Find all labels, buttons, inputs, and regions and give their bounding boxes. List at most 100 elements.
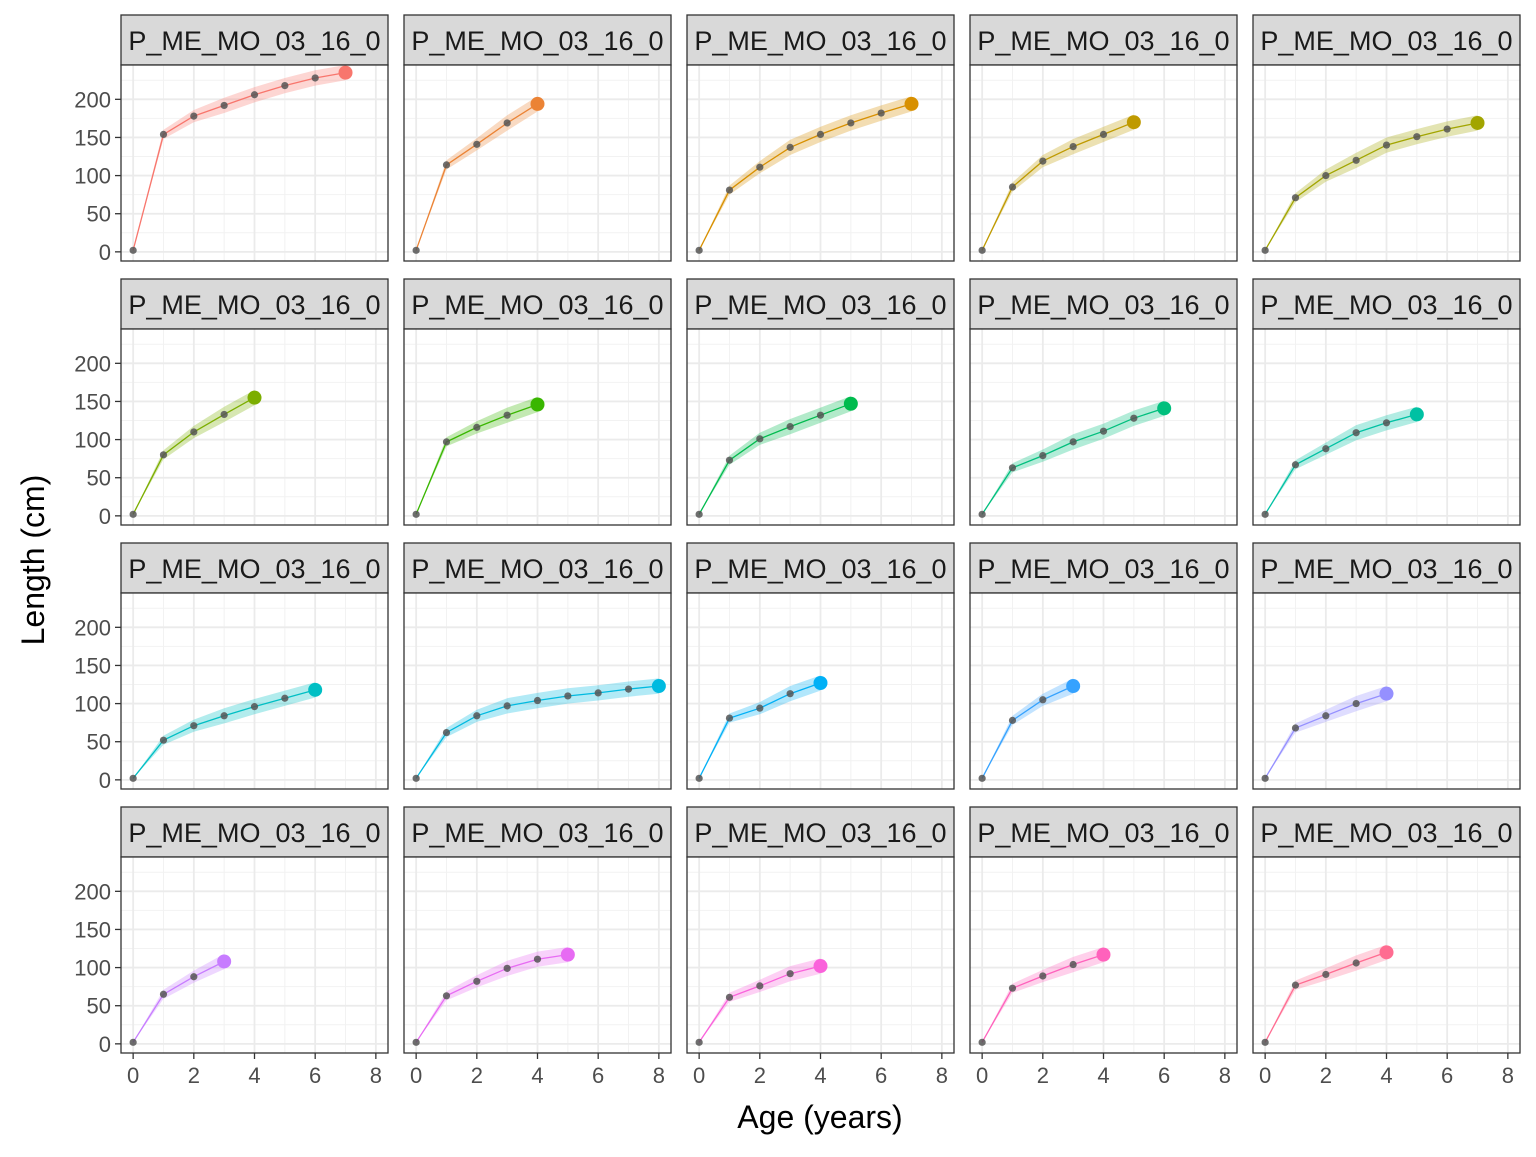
x-tick-label: 2: [754, 1063, 766, 1088]
y-tick-label: 50: [87, 994, 111, 1019]
facet-strip-label: P_ME_MO_03_16_0: [128, 818, 380, 848]
data-point: [250, 703, 259, 711]
series-line: [1264, 122, 1478, 251]
data-point: [1322, 970, 1330, 979]
data-point: [847, 119, 855, 127]
data-point: [1382, 419, 1391, 427]
x-axis-title: Age (years): [737, 1099, 902, 1135]
final-length-point: [1409, 407, 1424, 422]
final-length-point: [813, 959, 828, 974]
facet-strip-label: P_ME_MO_03_16_0: [128, 290, 380, 320]
final-length-point: [1066, 679, 1081, 694]
data-point: [1008, 183, 1017, 191]
confidence-ribbon: [699, 396, 851, 515]
data-point: [1352, 959, 1360, 967]
data-point: [503, 702, 511, 710]
data-point: [1069, 960, 1077, 969]
data-point: [816, 130, 825, 139]
data-point: [281, 81, 289, 90]
panel-border: [969, 592, 1238, 790]
data-point: [1261, 246, 1269, 254]
data-point: [1352, 429, 1360, 437]
facet-strip-label: P_ME_MO_03_16_0: [694, 290, 946, 320]
data-point: [786, 143, 794, 151]
final-length-point: [1096, 947, 1111, 962]
facet-strip: [120, 806, 389, 858]
final-length-point: [1126, 115, 1141, 130]
final-length-point: [1379, 945, 1394, 960]
data-point: [725, 456, 734, 464]
data-point: [786, 690, 794, 698]
x-tick-label: 4: [814, 1063, 826, 1088]
series-line: [698, 403, 852, 515]
facet-strip: [120, 542, 389, 594]
data-point: [725, 186, 734, 194]
facet-strip: [969, 14, 1238, 66]
facet-strip-label: P_ME_MO_03_16_0: [411, 26, 663, 56]
x-tick-label: 4: [531, 1063, 543, 1088]
facet-strip-label: P_ME_MO_03_16_0: [411, 290, 663, 320]
confidence-ribbon: [133, 65, 346, 251]
panel-border: [120, 328, 389, 526]
x-tick-label: 8: [1219, 1063, 1231, 1088]
data-point: [756, 163, 764, 171]
y-tick-label: 150: [74, 125, 111, 150]
data-point: [1261, 510, 1269, 518]
data-point: [311, 74, 319, 82]
final-length-point: [338, 65, 353, 80]
final-length-point: [813, 675, 828, 690]
confidence-ribbon: [133, 682, 316, 779]
y-tick-label: 100: [74, 164, 111, 189]
facet-panel: P_ME_MO_03_16_0 0 2 4 6 8: [686, 806, 955, 1088]
data-point: [190, 428, 198, 436]
data-point: [220, 410, 228, 419]
series-line: [132, 71, 346, 251]
data-point: [695, 774, 703, 782]
x-tick-label: 0: [410, 1063, 422, 1088]
x-tick-label: 2: [1320, 1063, 1332, 1088]
final-length-point: [247, 390, 262, 405]
facet-strip-label: P_ME_MO_03_16_0: [977, 26, 1229, 56]
y-tick-label: 150: [74, 653, 111, 678]
y-tick-label: 50: [87, 202, 111, 227]
data-point: [1443, 125, 1451, 133]
data-point: [442, 728, 451, 737]
final-length-point: [904, 96, 919, 111]
y-axis-title: Length (cm): [15, 475, 51, 646]
data-point: [1130, 414, 1138, 422]
y-tick-label: 150: [74, 389, 111, 414]
data-point: [129, 510, 137, 518]
x-tick-label: 2: [471, 1063, 483, 1088]
facet-panel: P_ME_MO_03_16_0: [403, 14, 672, 262]
final-length-point: [530, 397, 545, 412]
data-point: [1069, 143, 1077, 151]
facet-panel: P_ME_MO_03_16_0: [403, 278, 672, 526]
data-point: [1039, 451, 1047, 460]
data-point: [281, 694, 289, 702]
y-tick-label: 200: [74, 879, 111, 904]
y-tick-label: 50: [87, 730, 111, 755]
data-point: [442, 161, 451, 169]
data-point: [1322, 171, 1330, 180]
data-point: [786, 423, 794, 431]
data-point: [756, 982, 764, 990]
data-point: [473, 712, 481, 720]
data-point: [1413, 133, 1421, 141]
panel-border: [1252, 592, 1521, 790]
data-point: [1291, 194, 1300, 202]
confidence-ribbon: [1265, 944, 1387, 1043]
data-point: [159, 990, 168, 998]
data-point: [1099, 427, 1108, 435]
data-point: [564, 692, 572, 700]
confidence-ribbon: [133, 953, 225, 1043]
data-point: [725, 714, 734, 722]
data-point: [1008, 716, 1017, 724]
data-point: [877, 109, 885, 117]
data-point: [250, 91, 259, 99]
series-line: [698, 103, 912, 251]
final-length-point: [560, 947, 575, 962]
data-point: [756, 435, 764, 443]
facet-panel: P_ME_MO_03_16_0: [403, 542, 672, 790]
confidence-ribbon: [982, 400, 1165, 515]
